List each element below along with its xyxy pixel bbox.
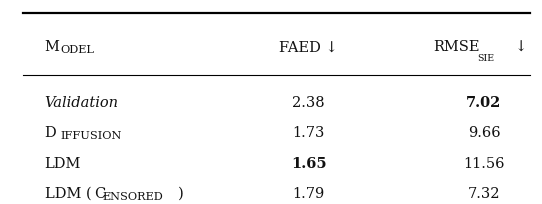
Text: IFFUSION: IFFUSION [61, 132, 122, 142]
Text: 9.66: 9.66 [468, 126, 500, 141]
Text: ENSORED: ENSORED [103, 192, 164, 202]
Text: 11.56: 11.56 [463, 156, 505, 171]
Text: D: D [44, 126, 56, 141]
Text: Validation: Validation [44, 96, 119, 110]
Text: 1.73: 1.73 [293, 126, 325, 141]
Text: ODEL: ODEL [61, 45, 94, 55]
Text: 1.79: 1.79 [293, 186, 325, 201]
Text: 2.38: 2.38 [293, 96, 325, 110]
Text: 7.02: 7.02 [466, 96, 502, 110]
Text: ): ) [178, 186, 184, 201]
Text: 1.65: 1.65 [291, 156, 327, 171]
Text: C: C [94, 186, 105, 201]
Text: 7.32: 7.32 [468, 186, 500, 201]
Text: LDM: LDM [44, 156, 81, 171]
Text: RMSE: RMSE [433, 40, 479, 54]
Text: M: M [44, 40, 60, 54]
Text: FAED ↓: FAED ↓ [279, 40, 338, 54]
Text: ↓: ↓ [515, 40, 527, 54]
Text: LDM (: LDM ( [44, 186, 91, 201]
Text: SIE: SIE [477, 54, 494, 63]
